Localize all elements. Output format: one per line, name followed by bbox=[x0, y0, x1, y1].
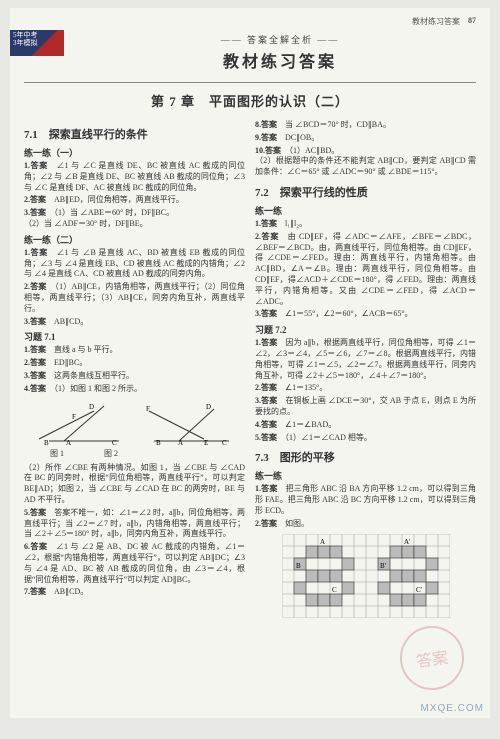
svg-text:A': A' bbox=[404, 538, 410, 546]
brand-line2: 3年模拟 bbox=[13, 40, 61, 48]
svg-text:C': C' bbox=[416, 586, 422, 594]
answer-2: 2.答案 AB∥ED，同位角相等，两直线平行。 bbox=[24, 195, 245, 206]
answer-3: 3.答案 （1）当 ∠ABE＝60° 时，DF∥BC。 （2）当 ∠ADF＝30… bbox=[24, 208, 245, 230]
svg-text:B: B bbox=[296, 562, 301, 570]
q-1: 1.答案 因为 a∥b，根据两直线平行，同位角相等，可得 ∠1＝∠2，∠3＝∠4… bbox=[255, 338, 476, 381]
subhead-lx73: 练一练 bbox=[255, 469, 476, 482]
svg-text:B: B bbox=[44, 439, 49, 446]
left-column: 7.1 探索直线平行的条件 练一练（一） 1.答案 ∠1 与 ∠C 是直线 DE… bbox=[24, 120, 245, 618]
section-7-1: 7.1 探索直线平行的条件 bbox=[24, 126, 245, 142]
r-8: 8.答案 当 ∠BCD＝70° 时，CD∥BA。 bbox=[255, 120, 476, 131]
subhead-xt72: 习题 7.2 bbox=[255, 323, 476, 336]
fig1-caption: 图 1 bbox=[50, 448, 64, 459]
answer-6: 3.答案 AB∥CD。 bbox=[24, 317, 245, 328]
ex-4: 4.答案 （1）如图 1 和图 2 所示。 bbox=[24, 384, 245, 395]
svg-text:A: A bbox=[66, 439, 71, 446]
answer-5: 2.答案 （1）AB∥CE，内错角相等，两直线平行；（2）同位角相等，两直线平行… bbox=[24, 282, 245, 314]
title-main: 教材练习答案 bbox=[84, 48, 476, 72]
figure-1: D F B A C bbox=[34, 401, 124, 446]
r-10: 10.答案 （1）AC∥BD。 （2）根据题中的条件还不能判定 AB∥CD，要判… bbox=[255, 146, 476, 178]
divider bbox=[24, 82, 476, 83]
subhead-xt71: 习题 7.1 bbox=[24, 330, 245, 343]
svg-text:B': B' bbox=[380, 562, 386, 570]
watermark: MXQE.COM bbox=[420, 703, 484, 714]
right-column: 8.答案 当 ∠BCD＝70° 时，CD∥BA。 9.答案 DC∥OB。 10.… bbox=[255, 120, 476, 618]
ex-1: 1.答案 直线 a 与 b 平行。 bbox=[24, 345, 245, 356]
subhead-lx2: 练一练（二） bbox=[24, 233, 245, 246]
q-3: 3.答案 在铜板上画 ∠DCE＝30°，交 AB 于点 E，则点 E 为所要找的… bbox=[255, 396, 476, 418]
title-block: —— 答案全解全析 —— 教材练习答案 bbox=[84, 33, 476, 72]
answer-4: 1.答案 ∠1 与 ∠B 是直线 AC、BD 被直线 EB 截成的同位角；∠3 … bbox=[24, 248, 245, 280]
p-3: 3.答案 ∠1＝55°，∠2＝60°，∠ACB＝65°。 bbox=[255, 309, 476, 320]
ex-6: 6.答案 ∠1 与 ∠2 是 AB、DC 被 AC 截成的内错角，∠1＝∠2，根… bbox=[24, 542, 245, 585]
svg-text:E: E bbox=[204, 439, 208, 446]
q-4: 4.答案 ∠1＝∠BAD。 bbox=[255, 420, 476, 431]
svg-text:D: D bbox=[206, 403, 211, 411]
p-2: 2.答案 由 CD∥EF，得 ∠ADC＝∠AFE，∠BFE＝∠BDC，∠BEF＝… bbox=[255, 232, 476, 308]
svg-text:A: A bbox=[178, 439, 183, 446]
title-sub: —— 答案全解全析 —— bbox=[84, 33, 476, 46]
ex-7: 7.答案 AB∥CD。 bbox=[24, 587, 245, 598]
header-label: 教材练习答案 bbox=[412, 16, 460, 27]
svg-text:B: B bbox=[156, 439, 161, 446]
ex-3: 3.答案 这两条直线互相平行。 bbox=[24, 371, 245, 382]
grid-svg: A B C A' B' C' bbox=[282, 534, 450, 618]
figure-captions: 图 1 图 2 bbox=[50, 448, 245, 459]
q-2: 2.答案 ∠1＝135°。 bbox=[255, 383, 476, 394]
figures: D F B A C D B A E C F bbox=[34, 401, 245, 446]
svg-text:C: C bbox=[222, 439, 227, 446]
p-1: 1.答案 l₁∥l₂。 bbox=[255, 219, 476, 230]
chapter-heading: 第 7 章 平面图形的认识（二） bbox=[24, 91, 476, 110]
svg-text:C: C bbox=[112, 439, 117, 446]
figure-2: D B A E C F bbox=[144, 401, 234, 446]
page-header: 教材练习答案 87 bbox=[24, 16, 476, 27]
t-2: 2.答案 如图。 bbox=[255, 519, 476, 530]
fig2-caption: 图 2 bbox=[104, 448, 118, 459]
svg-text:C: C bbox=[332, 586, 337, 594]
brand-badge: 5年中考 3年模拟 bbox=[10, 30, 64, 56]
page-number: 87 bbox=[468, 16, 476, 27]
r-9: 9.答案 DC∥OB。 bbox=[255, 133, 476, 144]
grid-figure: A B C A' B' C' bbox=[255, 534, 476, 618]
section-7-3: 7.3 图形的平移 bbox=[255, 449, 476, 465]
svg-text:D: D bbox=[89, 403, 94, 411]
ex-2: 2.答案 ED∥BC。 bbox=[24, 358, 245, 369]
svg-text:A: A bbox=[320, 538, 325, 546]
subhead-lx1: 练一练（一） bbox=[24, 146, 245, 159]
answer-stamp: 答案 bbox=[396, 622, 468, 694]
answer-1: 1.答案 ∠1 与 ∠C 是直线 DE、BC 被直线 AC 截成的同位角；∠2 … bbox=[24, 161, 245, 193]
svg-text:F: F bbox=[72, 413, 76, 421]
svg-text:F: F bbox=[146, 405, 150, 413]
section-7-2: 7.2 探索平行线的性质 bbox=[255, 184, 476, 200]
q-5: 5.答案 （1）∠1＝∠CAD 相等。 bbox=[255, 433, 476, 444]
ex-4b: （2）所作 ∠CBE 有两种情况。如图 1，当 ∠CBE 与 ∠CAD 在 BC… bbox=[24, 463, 245, 506]
t-1: 1.答案 把三角形 ABC 沿 BA 方向平移 1.2 cm，可以得到三角形 F… bbox=[255, 484, 476, 516]
ex-5: 5.答案 答案不唯一，如：∠1＝∠2 时，a∥b，同位角相等，两直线平行；当 ∠… bbox=[24, 508, 245, 540]
subhead-lx72: 练一练 bbox=[255, 204, 476, 217]
